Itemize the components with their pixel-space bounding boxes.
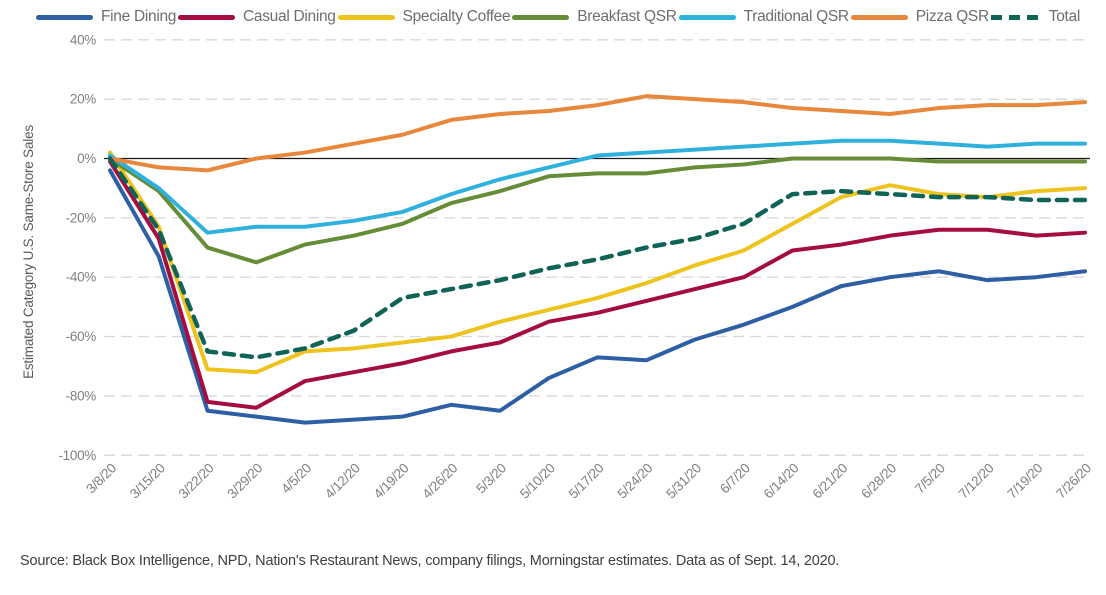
source-note: Source: Black Box Intelligence, NPD, Nat… <box>20 553 840 569</box>
y-tick-label: 0% <box>77 151 96 166</box>
x-tick-label: 6/21/20 <box>809 461 850 502</box>
y-tick-label: -20% <box>66 210 97 225</box>
legend-item-pizza-qsr: Pizza QSR <box>850 8 989 26</box>
x-tick-label: 3/15/20 <box>127 461 168 502</box>
series-line-breakfast-qsr <box>108 156 1087 265</box>
series-line-total <box>107 156 1088 360</box>
legend-item-total: Total <box>990 8 1081 26</box>
legend-label: Pizza QSR <box>915 8 989 25</box>
x-tick-label: 3/8/20 <box>83 461 119 497</box>
legend-item-casual-dining: Casual Dining <box>178 8 336 26</box>
line-chart: 40% 20% 0% -20% -40% -60% -80% -100%3/8/20 3/15/… <box>21 32 1094 502</box>
x-tick-label: 6/14/20 <box>761 461 802 502</box>
legend-swatch-traditional-qsr-icon <box>678 14 736 20</box>
legend-label: Specialty Coffee <box>402 8 511 25</box>
x-tick-label: 6/7/20 <box>717 461 753 497</box>
y-axis-title: Estimated Category U.S. Same-Store Sales <box>21 125 36 379</box>
x-tick-label: 5/31/20 <box>663 461 704 502</box>
x-tick-label: 6/28/20 <box>858 461 899 502</box>
x-tick-label: 7/26/20 <box>1053 461 1094 502</box>
legend-swatch-casual-dining-icon <box>178 14 236 20</box>
x-tick-label: 7/19/20 <box>1004 461 1045 502</box>
legend-label: Total <box>1048 8 1081 25</box>
legend-swatch-specialty-coffee-icon <box>337 14 395 20</box>
y-tick-label: -60% <box>66 329 97 344</box>
y-tick-label: 40% <box>70 32 96 47</box>
legend-label: Traditional QSR <box>743 8 850 25</box>
y-tick-label: -80% <box>66 388 97 403</box>
series-line-traditional-qsr <box>108 138 1087 235</box>
y-tick-label: -100% <box>58 448 96 463</box>
x-tick-label: 5/10/20 <box>517 461 558 502</box>
legend-label: Casual Dining <box>243 8 336 25</box>
x-tick-label: 5/24/20 <box>614 461 655 502</box>
legend-item-breakfast-qsr: Breakfast QSR <box>512 8 677 26</box>
legend-label: Breakfast QSR <box>577 8 677 25</box>
legend-item-fine-dining: Fine Dining <box>36 8 176 26</box>
x-tick-label: 3/22/20 <box>176 461 217 502</box>
legend-swatch-pizza-qsr-icon <box>850 14 908 20</box>
x-tick-label: 5/3/20 <box>473 461 509 497</box>
legend-item-specialty-coffee: Specialty Coffee <box>337 8 511 26</box>
x-tick-label: 4/5/20 <box>278 461 314 497</box>
series-line-fine-dining <box>108 168 1087 425</box>
legend-item-traditional-qsr: Traditional QSR <box>678 8 850 26</box>
x-tick-label: 3/29/20 <box>224 461 265 502</box>
y-tick-label: 20% <box>70 92 96 107</box>
x-tick-label: 7/12/20 <box>956 461 997 502</box>
x-tick-label: 5/17/20 <box>566 461 607 502</box>
x-tick-label: 4/19/20 <box>371 461 412 502</box>
series-line-casual-dining <box>108 159 1087 410</box>
series-line-pizza-qsr <box>108 94 1087 173</box>
x-tick-label: 4/26/20 <box>419 461 460 502</box>
legend-swatch-total-icon <box>990 14 1041 20</box>
y-tick-label: -40% <box>66 270 97 285</box>
x-tick-label: 4/12/20 <box>322 461 363 502</box>
x-tick-label: 7/5/20 <box>912 461 948 497</box>
legend-swatch-fine-dining-icon <box>36 14 93 20</box>
legend-label: Fine Dining <box>101 8 177 25</box>
series-line-specialty-coffee <box>108 150 1087 375</box>
legend: Fine Dining Casual Dining Specialty Coffee… <box>36 6 1080 28</box>
legend-swatch-breakfast-qsr-icon <box>512 14 570 20</box>
